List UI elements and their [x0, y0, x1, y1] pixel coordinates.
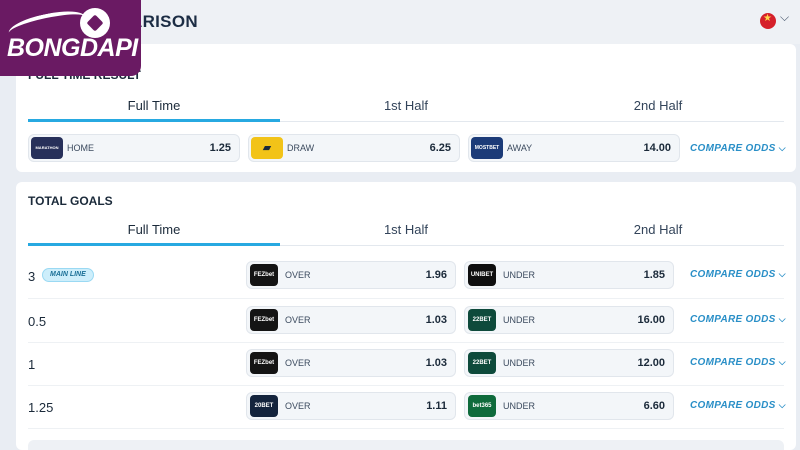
odds-value: 6.60 [643, 400, 665, 412]
odds-value: 14.00 [643, 142, 671, 154]
compare-odds-label: COMPARE ODDS [690, 400, 776, 411]
fezbet-logo: FEZbet [250, 352, 278, 374]
compare-odds-label: COMPARE ODDS [690, 314, 776, 325]
logo-text: BONGDAPI [7, 34, 138, 62]
chevron-down-icon[interactable]: ⌵ [780, 10, 790, 24]
bookmaker-icon: ▰ [262, 141, 272, 154]
tab-2nd-half[interactable]: 2nd Half [633, 98, 683, 113]
vietnam-flag-icon[interactable] [760, 13, 776, 29]
odds-label: DRAW [287, 143, 315, 153]
odds-label: UNDER [503, 401, 536, 411]
odds-value: 1.03 [425, 314, 447, 326]
odds-label: OVER [285, 358, 311, 368]
odds-value: 1.11 [426, 400, 447, 412]
goal-line-value: 1.25 [28, 400, 54, 415]
odds-over[interactable]: 20BET OVER 1.11 [246, 392, 456, 420]
chevron-down-icon: ⌵ [778, 401, 786, 411]
odds-under[interactable]: 22BET UNDER 12.00 [464, 349, 674, 377]
compare-odds-label: COMPARE ODDS [690, 143, 776, 154]
compare-odds-link[interactable]: COMPARE ODDS ⌵ [690, 400, 786, 411]
full-time-result-card: FULL TIME RESULT Full Time 1st Half 2nd … [16, 44, 796, 172]
odds-under[interactable]: bet365 UNDER 6.60 [464, 392, 674, 420]
22bet-logo: 22BET [468, 352, 496, 374]
odds-draw[interactable]: ▰ DRAW 6.25 [248, 134, 460, 162]
bookmaker-logo: ▰ [251, 137, 283, 159]
odds-value: 6.25 [429, 142, 451, 154]
bet365-logo: bet365 [468, 395, 496, 417]
bongdapi-logo[interactable]: BONGDAPI [0, 0, 141, 76]
chevron-down-icon: ⌵ [778, 270, 786, 280]
chevron-down-icon: ⌵ [778, 144, 786, 154]
show-more-bar[interactable] [28, 440, 784, 450]
odds-label: OVER [285, 401, 311, 411]
compare-odds-link[interactable]: COMPARE ODDS ⌵ [690, 357, 786, 368]
odds-away[interactable]: MOSTBET AWAY 14.00 [468, 134, 680, 162]
odds-over[interactable]: FEZbet OVER 1.03 [246, 349, 456, 377]
22bet-logo: 22BET [468, 309, 496, 331]
compare-odds-link[interactable]: COMPARE ODDS ⌵ [690, 314, 786, 325]
goal-line-value: 1 [28, 357, 36, 372]
odds-value: 1.03 [425, 357, 447, 369]
unibet-logo: UNIBET [468, 264, 496, 286]
odds-home[interactable]: MARATHON BET HOME 1.25 [28, 134, 240, 162]
row-divider [28, 298, 784, 299]
odds-value: 1.85 [643, 269, 665, 281]
odds-value: 16.00 [637, 314, 665, 326]
odds-label: UNDER [503, 270, 536, 280]
odds-label: UNDER [503, 315, 536, 325]
fezbet-logo: FEZbet [250, 309, 278, 331]
odds-value: 1.96 [425, 269, 447, 281]
tab-full-time[interactable]: Full Time [28, 222, 280, 246]
fezbet-logo: FEZbet [250, 264, 278, 286]
20bet-logo: 20BET [250, 395, 278, 417]
row-divider [28, 428, 784, 429]
odds-under[interactable]: UNIBET UNDER 1.85 [464, 261, 674, 289]
compare-odds-label: COMPARE ODDS [690, 357, 776, 368]
main-line-badge: MAIN LINE [42, 268, 94, 282]
odds-label: HOME [67, 143, 94, 153]
goal-line-value: 3 [28, 269, 36, 284]
odds-under[interactable]: 22BET UNDER 16.00 [464, 306, 674, 334]
page-title: ARISON [130, 12, 198, 31]
row-divider [28, 342, 784, 343]
period-tabs: Full Time 1st Half 2nd Half [28, 222, 784, 246]
odds-label: OVER [285, 270, 311, 280]
odds-value: 12.00 [637, 357, 665, 369]
compare-odds-link[interactable]: COMPARE ODDS ⌵ [690, 143, 786, 154]
compare-odds-link[interactable]: COMPARE ODDS ⌵ [690, 269, 786, 280]
tab-1st-half[interactable]: 1st Half [383, 98, 429, 113]
row-divider [28, 385, 784, 386]
mostbet-logo: MOSTBET [471, 137, 503, 159]
odds-label: AWAY [507, 143, 533, 153]
odds-value: 1.25 [209, 142, 231, 154]
tab-full-time[interactable]: Full Time [28, 98, 280, 122]
odds-over[interactable]: FEZbet OVER 1.96 [246, 261, 456, 289]
marathonbet-logo: MARATHON BET [31, 137, 63, 159]
chevron-down-icon: ⌵ [778, 358, 786, 368]
period-tabs: Full Time 1st Half 2nd Half [28, 98, 784, 122]
tab-1st-half[interactable]: 1st Half [383, 222, 429, 237]
odds-over[interactable]: FEZbet OVER 1.03 [246, 306, 456, 334]
chevron-down-icon: ⌵ [778, 315, 786, 325]
total-goals-card: TOTAL GOALS Full Time 1st Half 2nd Half … [16, 182, 796, 450]
football-icon [80, 8, 110, 38]
compare-odds-label: COMPARE ODDS [690, 269, 776, 280]
goal-line-value: 0.5 [28, 314, 47, 329]
odds-label: OVER [285, 315, 311, 325]
odds-label: UNDER [503, 358, 536, 368]
section-title: TOTAL GOALS [28, 194, 113, 208]
tab-2nd-half[interactable]: 2nd Half [633, 222, 683, 237]
